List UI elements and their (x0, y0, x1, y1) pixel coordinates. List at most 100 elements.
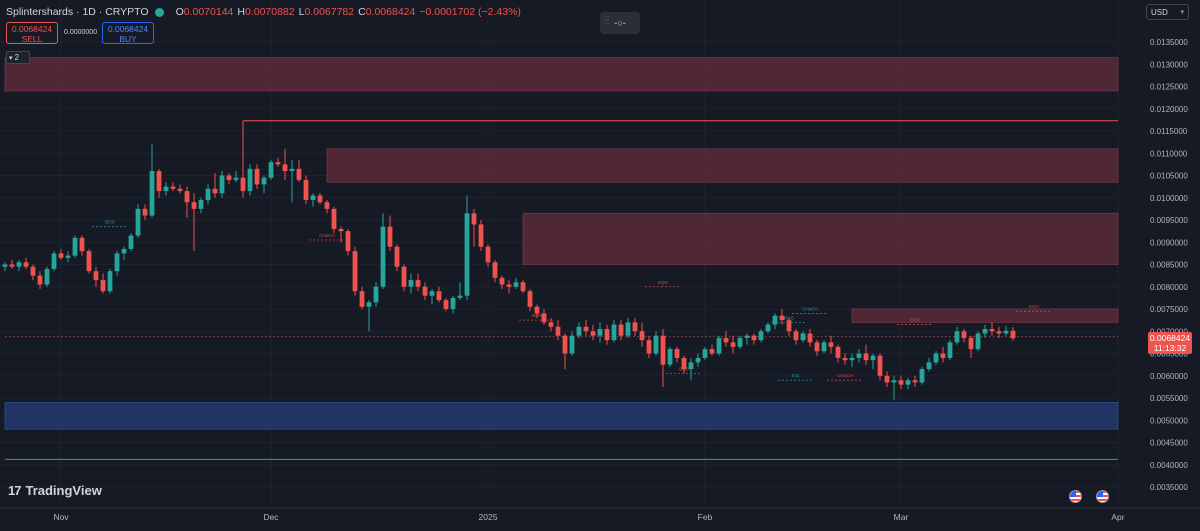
candle-down (730, 342, 736, 347)
open-key: O (175, 6, 184, 18)
symbol-title[interactable]: Splintershards · 1D · CRYPTO (6, 6, 149, 18)
candle-up (457, 295, 463, 298)
candle-down (485, 246, 491, 263)
candle-down (170, 186, 176, 189)
candle-down (604, 329, 610, 341)
candle-down (9, 264, 15, 267)
candle-up (450, 297, 456, 309)
market-status-icon (154, 7, 164, 17)
price-tick-label: 0.0090000 (1150, 238, 1188, 247)
candle-up (821, 342, 827, 352)
candle-down (618, 324, 624, 336)
candle-up (982, 329, 988, 334)
candle-down (30, 266, 36, 276)
structure-mark-label: CHoCH (802, 306, 818, 311)
candle-up (569, 335, 575, 354)
price-tick-label: 0.0115000 (1150, 127, 1188, 136)
candle-down (751, 335, 757, 341)
candle-down (317, 195, 323, 203)
time-axis[interactable]: Nov Dec 2025 Feb Mar Apr (0, 507, 1200, 522)
candle-up (667, 349, 673, 365)
structure-mark-label: BOS (784, 315, 794, 320)
candle-down (37, 275, 43, 285)
candle-up (933, 353, 939, 363)
price-tick-label: 0.0085000 (1150, 261, 1188, 270)
candle-down (527, 291, 533, 307)
candle-down (842, 357, 848, 361)
candle-down (443, 300, 449, 309)
structure-mark-label: EQH (658, 280, 668, 285)
candle-up (233, 177, 239, 180)
supply-zone (4, 57, 1119, 92)
candle-down (786, 320, 792, 332)
toolbar-label: -○- (614, 18, 626, 28)
candle-up (65, 255, 71, 258)
candle-down (79, 237, 85, 252)
last-price-label: 0.0068424 11:13:32 (1148, 332, 1192, 354)
candle-up (2, 264, 8, 267)
price-tick-label: 0.0050000 (1150, 416, 1188, 425)
last-price-value: 0.0068424 (1149, 333, 1191, 343)
candle-down (989, 329, 995, 332)
candle-up (429, 291, 435, 296)
candle-up (653, 335, 659, 354)
candle-up (128, 235, 134, 249)
candle-down (93, 271, 99, 281)
high-key: H (237, 6, 245, 18)
time-tick-label: Feb (698, 512, 713, 522)
drag-handle-icon[interactable]: :::: (604, 15, 610, 26)
candle-down (142, 208, 148, 216)
price-tick-label: 0.0040000 (1150, 461, 1188, 470)
change-value: −0.0001702 (−2.43%) (419, 6, 521, 18)
candle-up (576, 326, 582, 336)
candle-up (919, 369, 925, 383)
price-tick-label: 0.0130000 (1150, 60, 1188, 69)
structure-mark-label: EQL (791, 373, 801, 378)
candle-up (51, 253, 57, 269)
candle-down (492, 262, 498, 278)
indicators-toggle[interactable]: ▾ 2 (6, 51, 30, 64)
candle-down (723, 337, 729, 343)
tradingview-logo[interactable]: 17 TradingView (8, 483, 102, 498)
candle-down (639, 331, 645, 341)
structure-mark-label: CHoCH (319, 233, 335, 238)
candle-down (282, 164, 288, 172)
candle-down (877, 355, 883, 376)
sell-button[interactable]: 0.0068424 SELL (6, 22, 58, 44)
us-flag-event-icon[interactable] (1096, 490, 1109, 503)
candle-down (660, 335, 666, 365)
chevron-down-icon: ▾ (1180, 9, 1184, 16)
candle-down (387, 226, 393, 247)
candle-down (548, 322, 554, 327)
candle-up (1003, 330, 1009, 334)
candle-down (212, 188, 218, 194)
candle-up (611, 324, 617, 341)
buy-label: BUY (119, 34, 137, 44)
us-flag-event-icon[interactable] (1069, 490, 1082, 503)
candle-down (226, 175, 232, 180)
candle-up (702, 349, 708, 358)
candle-up (737, 337, 743, 347)
candle-up (114, 253, 120, 272)
candle-up (926, 362, 932, 370)
floating-toolbar[interactable]: :::: -○- (600, 12, 640, 34)
candle-up (366, 302, 372, 307)
structure-mark-label: EQH (1029, 304, 1039, 309)
candle-down (177, 188, 183, 192)
structure-mark-label: CHoCH (837, 373, 853, 378)
candle-down (996, 331, 1002, 334)
currency-select[interactable]: USD ▾ (1146, 4, 1189, 20)
candle-down (415, 280, 421, 287)
candle-up (513, 282, 519, 287)
candle-up (954, 331, 960, 343)
candle-down (961, 331, 967, 338)
candle-down (296, 168, 302, 180)
buy-button[interactable]: 0.0068424 BUY (102, 22, 154, 44)
candle-up (464, 213, 470, 296)
candle-down (324, 202, 330, 209)
candle-up (688, 362, 694, 370)
candle-down (632, 322, 638, 332)
price-axis[interactable]: 0.0035000 0.0040000 0.0045000 0.0050000 0.00… (1150, 38, 1188, 492)
candle-down (359, 291, 365, 307)
